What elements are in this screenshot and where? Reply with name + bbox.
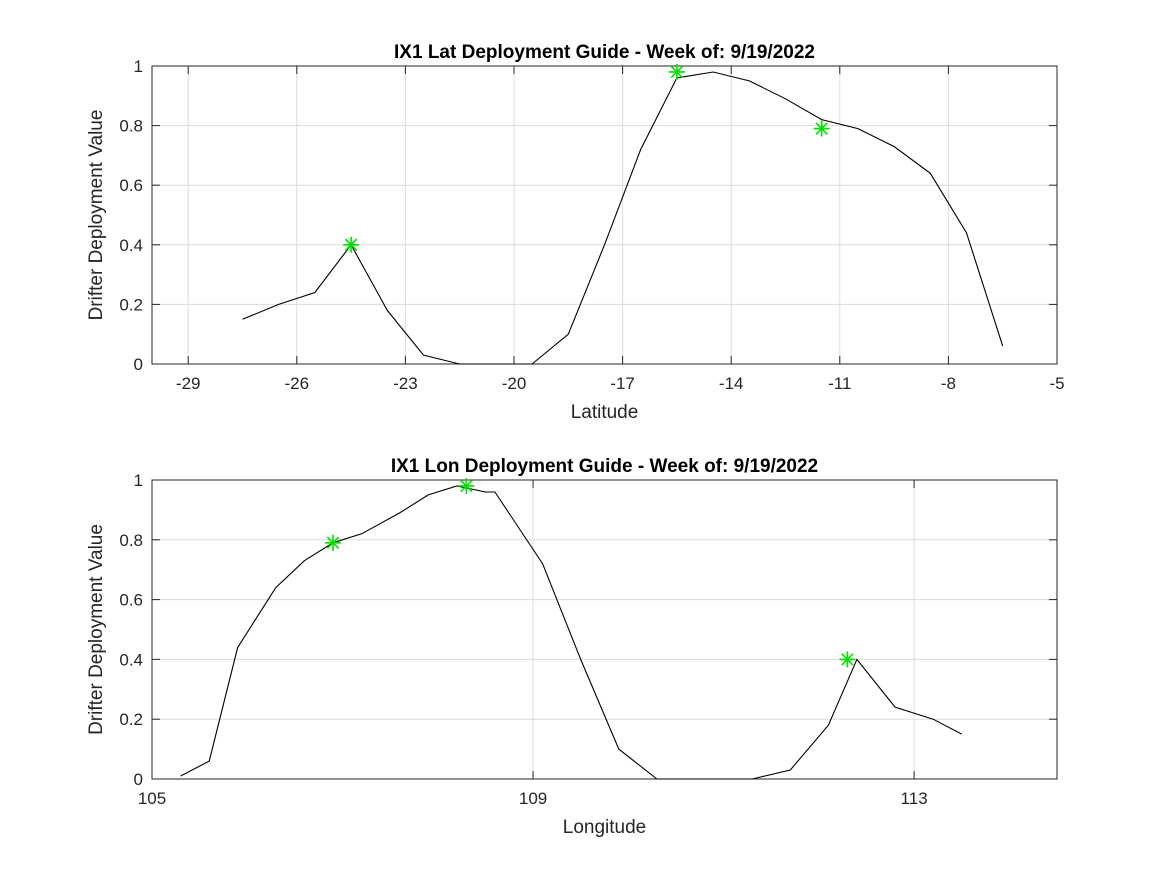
lon-y-tick-label: 0.2 [119, 710, 143, 729]
lat-y-axis-label: Drifter Deployment Value [86, 110, 107, 321]
lat-x-tick-label: -14 [719, 374, 744, 393]
lon-y-axis-label: Drifter Deployment Value [86, 524, 107, 735]
lat-x-tick-label: -26 [285, 374, 310, 393]
lat-x-tick-label: -8 [941, 374, 956, 393]
lat-highlight-marker [813, 120, 830, 137]
lon-y-tick-label: 0.8 [119, 531, 143, 550]
lat-y-tick-label: 0 [134, 355, 143, 374]
lon-x-axis-label: Longitude [563, 817, 646, 838]
lon-y-tick-label: 1 [134, 471, 143, 490]
lat-chart: -29 -26 -23 -20 -17 -14 -11 -8 -5 0 0.2 0.4 0.6 0.8 1 I… [86, 42, 1065, 423]
lat-axes-box [151, 65, 1058, 365]
lat-x-tick-label: -23 [393, 374, 418, 393]
lon-series-line [180, 485, 962, 780]
lon-y-tick-label: 0.6 [119, 591, 143, 610]
lat-chart-title: IX1 Lat Deployment Guide - Week of: 9/19… [394, 42, 815, 63]
lat-x-tick-label: -29 [176, 374, 201, 393]
lat-highlight-marker [668, 63, 685, 80]
lat-y-tick-label: 0.4 [119, 236, 143, 255]
lat-y-tick-label: 0.6 [119, 176, 143, 195]
lat-x-tick-label: -17 [610, 374, 635, 393]
lon-chart-title: IX1 Lon Deployment Guide - Week of: 9/19… [391, 456, 818, 477]
lon-x-tick-label: 109 [519, 789, 547, 808]
lon-highlight-marker [458, 477, 475, 494]
lat-series-line [242, 71, 1004, 365]
lon-axes-box [151, 479, 1058, 780]
lat-x-tick-label: -11 [828, 374, 851, 393]
lat-y-tick-label: 1 [134, 57, 143, 76]
lon-y-tick-label: 0 [134, 770, 143, 789]
lon-chart: 105 109 113 0 0.2 0.4 0.6 0.8 1 IX1 Lon Deploymen… [86, 456, 1058, 838]
lat-y-tick-label: 0.2 [119, 295, 143, 314]
lat-x-axis-label: Latitude [571, 402, 639, 423]
lon-x-tick-label: 105 [138, 789, 166, 808]
lat-x-tick-label: -20 [502, 374, 527, 393]
lat-highlight-marker [343, 236, 360, 253]
lon-y-tick-label: 0.4 [119, 650, 143, 669]
lat-x-tick-label: -5 [1049, 374, 1064, 393]
lon-highlight-marker [839, 651, 856, 668]
lon-highlight-marker [325, 534, 341, 551]
lon-x-tick-label: 113 [901, 789, 928, 808]
lat-y-tick-label: 0.8 [119, 117, 143, 136]
